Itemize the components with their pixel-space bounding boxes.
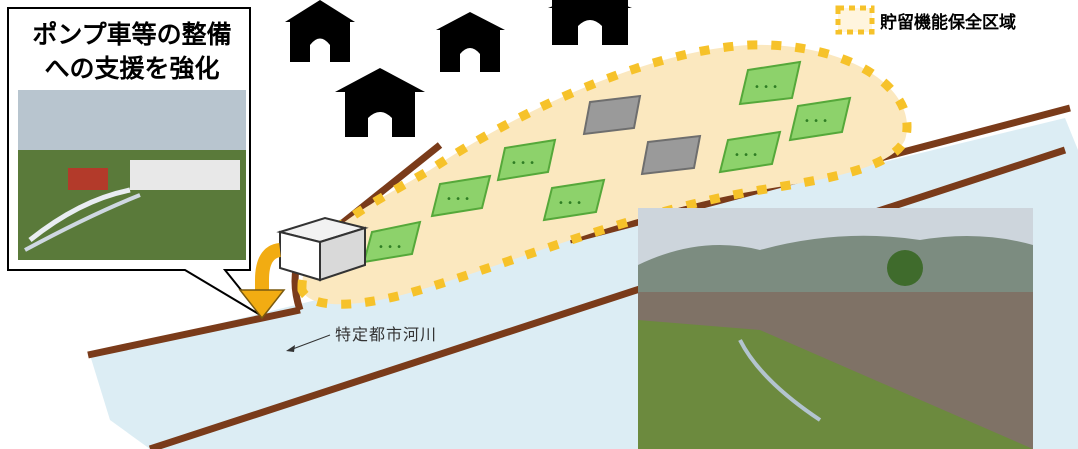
- paddy-field: [738, 60, 802, 106]
- svg-text:• • •: • • •: [754, 82, 778, 93]
- paddy-fields: [362, 60, 852, 264]
- paddy-dots: • • • • • • • • • • • • • • • • • • • • •: [378, 82, 828, 253]
- river-label: 特定都市河川: [335, 325, 438, 344]
- svg-text:• • •: • • •: [446, 194, 470, 205]
- area-building: [582, 94, 642, 136]
- paddy-field: [496, 138, 557, 182]
- house-icon: [285, 0, 355, 62]
- svg-text:• • •: • • •: [804, 116, 828, 127]
- flow-arrow-head: [286, 345, 295, 352]
- field-photo: [638, 208, 1033, 449]
- area-buildings: [582, 94, 702, 176]
- legend-swatch: [835, 5, 875, 35]
- paddy-field: [430, 174, 492, 218]
- pump-arrow-head: [238, 289, 286, 320]
- svg-text:• • •: • • •: [558, 198, 582, 209]
- callout-line2: への支援を強化: [44, 54, 220, 83]
- house-icon: [548, 0, 632, 45]
- river-bank-upper: [87, 306, 301, 359]
- svg-text:• • •: • • •: [378, 242, 402, 253]
- paddy-field: [788, 96, 852, 142]
- svg-text:• • •: • • •: [734, 150, 758, 161]
- legend-label: 貯留機能保全区域: [880, 13, 1016, 33]
- pump-photo: [18, 90, 246, 260]
- house-icon: [436, 12, 505, 72]
- svg-text:• • •: • • •: [511, 158, 535, 169]
- area-building: [640, 134, 702, 176]
- paddy-field: [542, 178, 606, 222]
- flow-arrow-icon: [289, 334, 331, 351]
- pump-box: [276, 216, 369, 282]
- paddy-field: [718, 130, 782, 174]
- callout-title: ポンプ車等の整備 への支援を強化: [12, 18, 252, 86]
- houses: [285, 0, 632, 137]
- retention-area: [297, 40, 912, 309]
- river-bank-lower: [148, 146, 1067, 449]
- callout-line1: ポンプ車等の整備: [32, 20, 232, 49]
- house-icon: [335, 68, 425, 137]
- pump-arrow: [255, 243, 282, 294]
- paddy-field: [362, 220, 422, 264]
